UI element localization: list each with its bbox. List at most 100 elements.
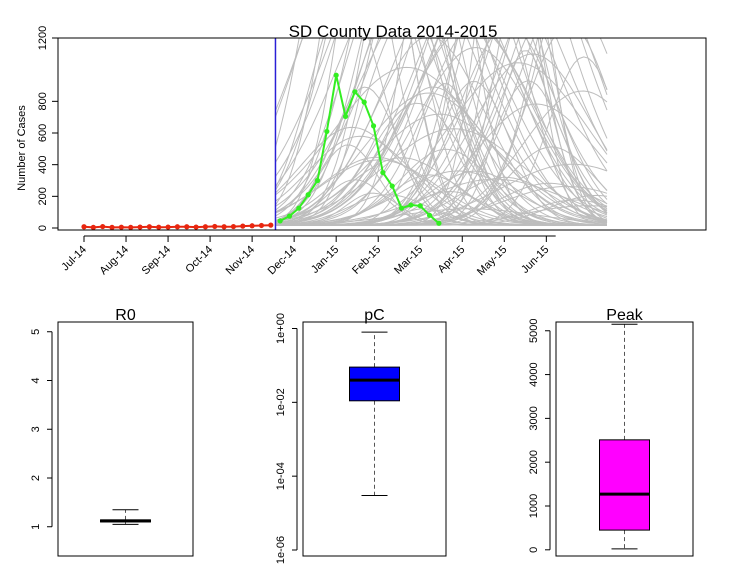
forecast-trajectories [275,38,608,226]
y-tick-label: 400 [37,156,49,174]
data-point [380,169,386,176]
y-tick-label: 600 [37,124,49,142]
data-point [109,224,115,230]
data-point [165,224,171,230]
x-tick-label: Mar-15 [392,244,425,277]
iqr-box [599,439,650,531]
data-point [118,224,124,230]
data-point [156,224,162,230]
data-point [240,223,246,229]
x-tick-label: Nov-14 [224,244,258,278]
timeseries-y-label: Number of Cases [16,105,28,191]
data-point [324,128,330,135]
x-tick-label: Jun-15 [519,244,551,276]
data-point [258,222,265,229]
boxplot-frame [302,321,447,557]
data-point [212,223,218,230]
boxplot-peak-panel: Peak 0 1000 2000 3000 4000 5000 [528,307,694,557]
x-tick-label: Apr-15 [436,244,468,276]
y-tick-label: 800 [37,92,49,110]
forecast-curve [275,38,608,226]
boxplot-y-tick-label: 3000 [528,406,540,430]
x-tick-label: May-15 [475,244,509,278]
data-point [81,224,87,230]
iqr-box [349,366,400,402]
forecast-curve [275,38,490,226]
boxplot-r0-panel: R0 1 2 3 4 5 [30,307,194,557]
data-point [137,224,143,230]
data-point [100,223,106,230]
data-point [268,222,274,228]
timeseries-y-axis: 0 200 400 600 800 1200 [37,26,59,231]
forecast-curve [275,38,608,223]
data-point [230,223,237,230]
boxplot-y-tick-label: 0 [528,547,540,553]
x-tick-label: Feb-15 [350,244,383,277]
data-point [277,218,283,224]
x-tick-label: Oct-14 [183,244,215,276]
observed-series-group [81,72,442,230]
boxplot-frame [57,321,194,557]
boxplot-y-tick-label: 2000 [528,450,540,474]
forecast-curve [275,38,608,226]
data-point [436,220,442,226]
boxplot-pc-panel: pC 1e+00 1e-02 1e-04 1e-06 [275,307,447,564]
forecast-curve [275,38,608,224]
boxplot-y-tick-label: 1000 [528,494,540,518]
forecast-curve [275,46,608,226]
x-tick-label: Aug-14 [98,244,132,278]
data-point [408,202,414,208]
boxplot-y-tick-label: 5 [30,329,42,335]
data-point [333,72,339,78]
boxplot-title: pC [364,307,384,324]
data-point [296,205,302,211]
forecast-curve [275,66,608,223]
forecast-curve [275,38,608,225]
forecast-curve [275,38,607,226]
x-tick-label: Dec-14 [266,244,300,278]
data-point [184,224,190,230]
x-tick-label: Sep-14 [140,244,174,278]
boxplot-y-tick-label: 5000 [528,319,540,343]
data-point [146,224,152,230]
boxplot-y-tick-label: 1e-04 [275,462,287,490]
data-point [202,224,209,230]
forecast-curve [275,38,608,226]
data-point [174,224,180,230]
data-point [361,99,367,105]
boxplot-y-tick-label: 1e-06 [275,536,287,564]
data-point [193,224,199,230]
boxplot-y-tick-label: 2 [30,475,42,481]
boxplot-y-tick-label: 4 [30,377,42,383]
data-point [417,203,423,209]
boxplot-y-tick-label: 1 [30,524,42,530]
forecast-curve [275,38,608,224]
data-point [249,223,255,229]
forecast-curve [275,92,608,224]
boxplot-y-tick-label: 1e-02 [275,388,287,416]
data-point [370,123,377,129]
data-point [389,183,395,189]
boxplot-y-tick-label: 4000 [528,362,540,386]
forecast-curve [275,86,608,226]
data-point [342,113,349,119]
data-point [426,212,433,218]
forecast-curve [275,38,608,226]
data-point [221,224,227,230]
data-point [128,224,134,230]
boxplot-y-tick-label: 3 [30,426,42,432]
data-point [352,89,358,95]
boxplot-y-tick-label: 1e+00 [275,313,287,344]
x-tick-label: Jul-14 [59,244,89,274]
data-point [398,205,405,211]
timeseries-panel: 0 200 400 600 800 1200 Jul-14 Aug-14 Sep-14 Oct-… [16,22,707,278]
forecast-curve [275,38,608,213]
data-point [286,213,293,219]
y-tick-label: 0 [37,225,49,231]
forecast-curve [275,170,608,226]
x-tick-label: Jan-15 [309,244,341,276]
data-point [90,224,96,230]
y-tick-label: 200 [37,187,49,205]
data-point [305,192,311,198]
